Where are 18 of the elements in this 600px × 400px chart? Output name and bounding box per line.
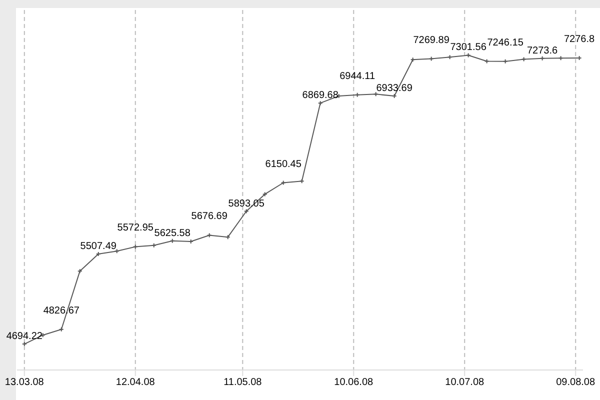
data-label: 5507.49 <box>80 240 117 252</box>
data-label: 7273.6 <box>527 45 558 56</box>
x-tick-label: 09.08.08 <box>556 377 596 388</box>
data-label: 7301.56 <box>450 42 487 54</box>
x-tick-label: 11.05.08 <box>224 377 262 388</box>
data-label: 5676.69 <box>191 211 228 222</box>
data-label: 5625.58 <box>154 228 191 239</box>
data-label: 5572.95 <box>117 222 154 234</box>
data-label: 7246.15 <box>487 37 524 48</box>
data-label: 7276.8 <box>564 34 596 45</box>
x-tick-label: 10.06.08 <box>334 377 374 388</box>
data-label: 6150.45 <box>265 158 302 170</box>
data-label: 7269.89 <box>413 34 450 46</box>
data-label: 6944.11 <box>340 70 376 82</box>
x-tick-label: 13.03.08 <box>4 377 44 388</box>
x-tick-label: 10.07.08 <box>445 377 485 388</box>
x-tick-label: 12.04.08 <box>116 377 156 388</box>
data-label: 6869.68 <box>302 90 339 102</box>
